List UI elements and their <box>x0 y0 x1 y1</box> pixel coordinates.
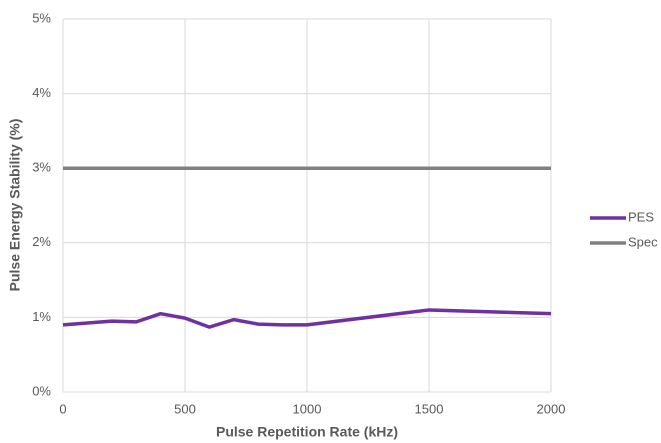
legend-label: PES <box>628 209 654 224</box>
y-tick-label: 1% <box>32 309 51 324</box>
x-tick-label: 1500 <box>415 401 444 416</box>
y-tick-label: 4% <box>32 85 51 100</box>
x-axis-title: Pulse Repetition Rate (kHz) <box>216 424 398 440</box>
y-tick-label: 3% <box>32 160 51 175</box>
y-tick-label: 0% <box>32 383 51 398</box>
legend-label: Spec <box>628 234 658 249</box>
x-tick-label: 500 <box>174 401 196 416</box>
y-tick-label: 5% <box>32 10 51 25</box>
y-tick-label: 2% <box>32 234 51 249</box>
x-tick-label: 2000 <box>537 401 566 416</box>
y-axis-title: Pulse Energy Stability (%) <box>7 119 23 292</box>
line-series <box>62 308 552 329</box>
x-tick-label: 1000 <box>293 401 322 416</box>
x-tick-label: 0 <box>59 401 66 416</box>
